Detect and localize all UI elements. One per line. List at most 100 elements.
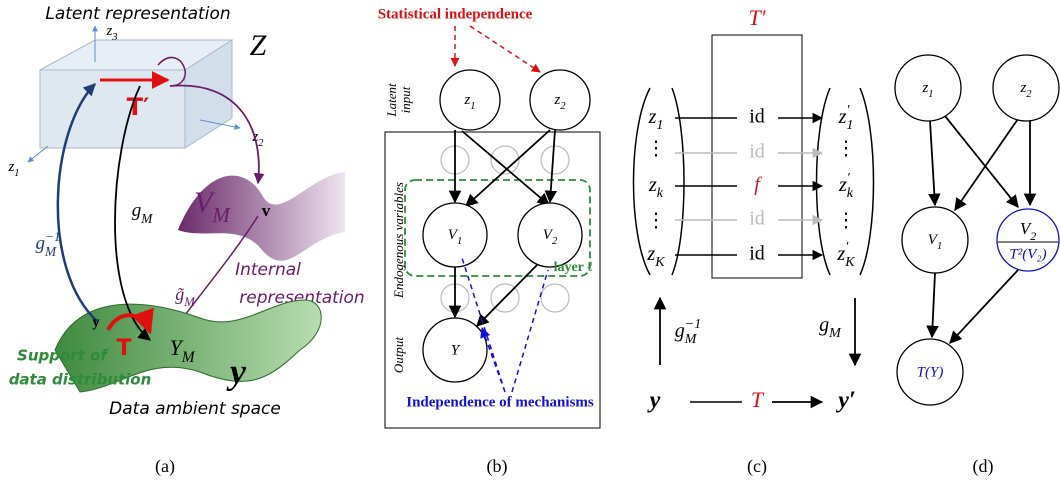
figure: Latent representation z3 z2 z1 Z T′ VM v…: [0, 0, 1060, 486]
bottom-label: Independence of mechanisms: [406, 394, 594, 410]
row-input: z1: [648, 106, 664, 133]
label-sup: ′: [847, 171, 851, 186]
label-sub: 2: [560, 101, 566, 112]
side-label: Output: [391, 337, 406, 374]
row-output: z′1: [838, 103, 854, 133]
label-sub: M: [181, 349, 196, 366]
caption: (d): [973, 456, 994, 477]
side-label: Latent: [384, 83, 399, 118]
row-map: id: [749, 208, 765, 230]
side-label: input: [398, 86, 413, 113]
side-label: Endogenous variables: [391, 182, 406, 299]
layer-label: layer ℓ: [554, 260, 594, 275]
ellipsis: ⋮: [836, 138, 856, 160]
ellipsis: ⋮: [646, 210, 666, 232]
label-sub: M: [183, 295, 196, 309]
label-sup: ′: [845, 240, 849, 255]
latent-transform: T′: [127, 93, 150, 121]
label-sub: M: [211, 203, 231, 227]
label-t: g: [35, 233, 45, 254]
label-sub: M: [140, 211, 153, 226]
ambient-symbol: y: [226, 351, 247, 391]
label-sub: k: [847, 186, 854, 201]
row-map: id: [749, 243, 765, 265]
caption: (c): [747, 456, 767, 477]
decoder: gM: [132, 200, 154, 225]
paren: [672, 88, 684, 275]
row-input: zK: [646, 243, 665, 270]
panel-a: Latent representation z3 z2 z1 Z T′ VM v…: [7, 4, 364, 477]
axis-label: z1: [7, 159, 19, 178]
node-label: T²(V₂): [1009, 246, 1046, 262]
data-transform: T: [116, 336, 131, 361]
arrow: [930, 121, 935, 205]
ellipsis: ⋮: [836, 210, 856, 232]
row-output: z′k: [838, 171, 854, 201]
label-t: z: [646, 243, 655, 265]
label-sub: 2: [1030, 229, 1036, 243]
input: y: [647, 388, 661, 414]
label-sub: 2: [552, 236, 558, 247]
panel-c: T′ idz1z′1idfzkz′kididzKz′K ⋮ ⋮ ⋮ ⋮ g−1M…: [634, 5, 874, 477]
title: Latent representation: [45, 4, 230, 24]
label-t: z: [648, 106, 657, 128]
support-label: Support of: [17, 347, 109, 365]
label-sub: 3: [111, 32, 117, 43]
label-sup: ′: [846, 103, 850, 118]
paren: [817, 88, 831, 275]
box-front: [40, 70, 185, 148]
internal-label: Internal: [235, 260, 301, 280]
ghost-node: [541, 146, 569, 174]
label-t: g: [675, 320, 685, 342]
internal-map: g̃M: [175, 284, 196, 309]
label-sub: 2: [258, 138, 264, 149]
frame: [385, 132, 600, 428]
label-sub: K: [844, 255, 855, 270]
decoder: gM: [819, 314, 842, 341]
arrow: [470, 26, 540, 72]
label-sub: M: [44, 244, 57, 259]
label-sub: M: [684, 332, 698, 347]
label-sub: 1: [14, 168, 19, 179]
label-sub: 1: [457, 236, 462, 247]
row-map: id: [749, 141, 765, 163]
panel-d: z1 z2 V1 V2 T²(V₂) T(Y) (d): [895, 55, 1059, 477]
label-t: g: [132, 200, 142, 221]
arrow: [955, 116, 1020, 210]
label-sup: −1: [685, 317, 701, 332]
caption: (a): [155, 456, 175, 477]
latent-space: Z: [250, 29, 267, 62]
data-point: y: [92, 314, 100, 330]
row-output: z′K: [836, 240, 855, 270]
arrow: [477, 265, 537, 326]
label-t: z: [648, 174, 657, 196]
top-label: Statistical independence: [378, 6, 533, 22]
label-sub: K: [654, 255, 665, 270]
transform-label: T′: [748, 5, 766, 30]
label-t: z: [838, 106, 847, 128]
row-input: zk: [648, 174, 664, 201]
arrow: [950, 270, 1018, 343]
label-sub: 1: [928, 89, 933, 100]
node-label: T(Y): [917, 364, 944, 380]
label-sup: −1: [45, 229, 61, 244]
internal-point: v: [262, 201, 271, 220]
output: y′: [835, 388, 855, 414]
label-sub: 1: [846, 118, 853, 133]
row-map: id: [749, 106, 765, 128]
label-sub: 1: [656, 118, 663, 133]
label-t: g: [819, 314, 829, 336]
support-label: data distribution: [9, 371, 152, 389]
caption: (b): [487, 456, 508, 477]
label-sub: 1: [470, 101, 475, 112]
arrow: [932, 273, 935, 337]
label-t: z: [838, 174, 847, 196]
ambient-label: Data ambient space: [109, 399, 281, 419]
label-sub: M: [828, 326, 842, 341]
panel-b: Statistical independence z1 z2 V1 V2 Y l…: [378, 6, 600, 477]
row-map: f: [754, 174, 762, 196]
transform: T: [751, 387, 765, 412]
